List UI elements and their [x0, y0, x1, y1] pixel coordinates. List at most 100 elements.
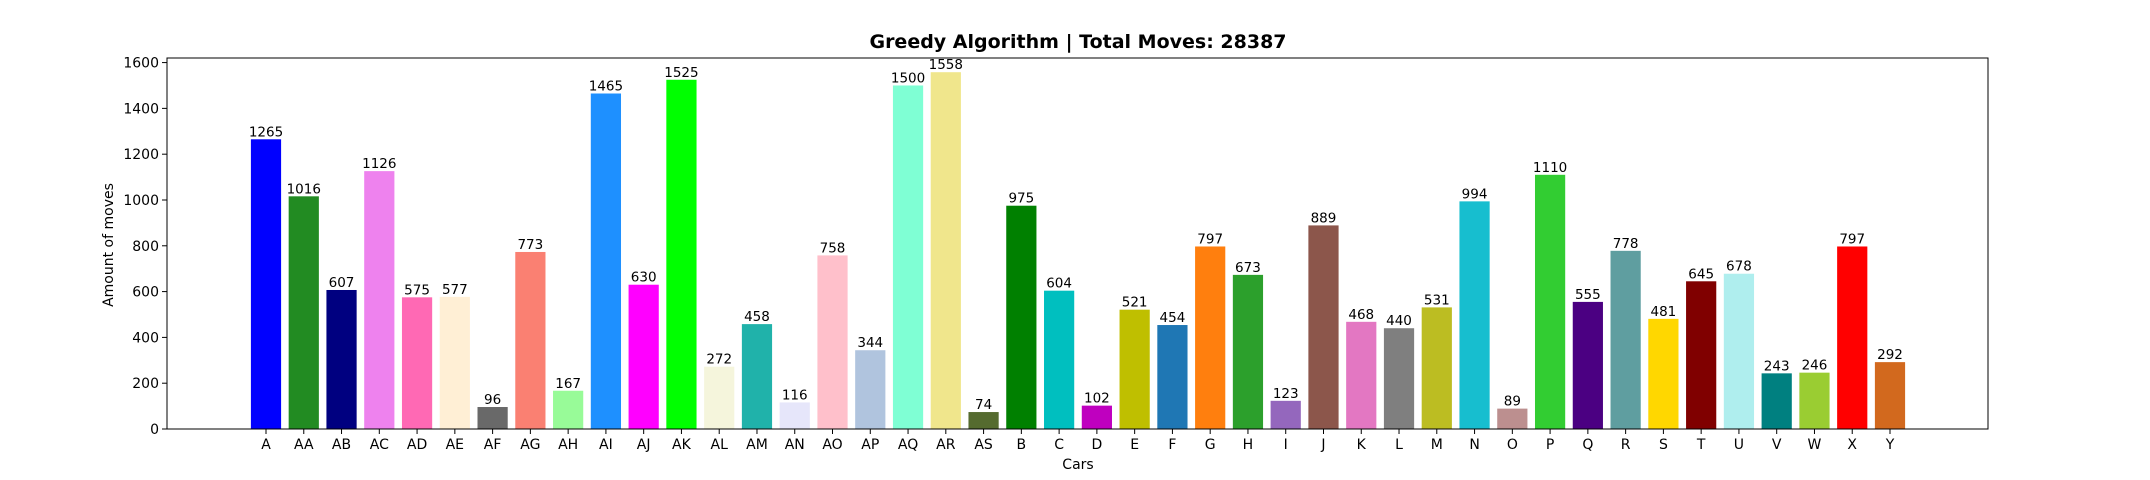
bar-d	[1081, 405, 1112, 429]
bar-ag	[515, 251, 546, 429]
data-label-ae: 577	[442, 282, 468, 298]
bar-y	[1874, 362, 1906, 429]
bar-b	[1006, 205, 1037, 429]
x-tick-label-n: N	[1469, 437, 1479, 453]
bar-c	[1044, 290, 1075, 429]
bar-i	[1270, 400, 1301, 429]
bar-a	[250, 139, 282, 430]
bar-ac	[364, 171, 395, 429]
x-tick-label-t: T	[1696, 437, 1706, 453]
x-tick-label-y: Y	[1885, 437, 1895, 453]
bar-m	[1421, 307, 1452, 429]
x-tick-label-m: M	[1431, 437, 1443, 453]
data-label-n: 994	[1462, 186, 1488, 202]
data-label-aq: 1500	[891, 70, 925, 86]
data-label-aj: 630	[631, 270, 657, 286]
data-label-ah: 167	[555, 376, 581, 392]
bar-aq	[892, 85, 924, 429]
bar-as	[968, 412, 999, 429]
data-label-e: 521	[1122, 295, 1148, 311]
data-label-q: 555	[1575, 287, 1601, 303]
y-axis-title: Amount of moves	[101, 183, 117, 307]
chart-title: Greedy Algorithm | Total Moves: 28387	[869, 31, 1286, 53]
bar-x	[1837, 246, 1868, 429]
x-tick-label-ad: AD	[407, 437, 427, 453]
bar-ad	[401, 297, 433, 429]
x-tick-label-ae: AE	[446, 437, 464, 453]
data-label-h: 673	[1235, 260, 1261, 276]
data-label-ak: 1525	[664, 65, 698, 81]
x-tick-label-o: O	[1507, 437, 1518, 453]
plot-frame	[166, 57, 1989, 430]
x-tick-label-r: R	[1621, 437, 1631, 453]
bar-n	[1459, 201, 1490, 429]
x-tick-label-d: D	[1091, 437, 1102, 453]
y-tick-label: 400	[132, 330, 159, 346]
data-label-am: 458	[744, 309, 770, 325]
x-tick-label-ag: AG	[520, 437, 540, 453]
data-label-x: 797	[1839, 231, 1865, 247]
x-tick-label-q: Q	[1582, 437, 1593, 453]
bar-ao	[817, 255, 848, 429]
bar-an	[779, 402, 810, 429]
x-tick-label-ai: AI	[599, 437, 613, 453]
bar-al	[704, 366, 735, 429]
x-tick-label-ao: AO	[822, 437, 842, 453]
x-tick-label-as: AS	[974, 437, 993, 453]
data-label-ao: 758	[820, 240, 846, 256]
data-label-a: 1265	[249, 124, 283, 140]
bar-ak	[666, 79, 697, 429]
data-label-ac: 1126	[362, 156, 396, 172]
data-label-y: 292	[1877, 347, 1903, 363]
x-tick-label-p: P	[1546, 437, 1554, 453]
x-tick-label-aa: AA	[294, 437, 314, 453]
data-label-an: 116	[782, 387, 808, 403]
bar-q	[1572, 301, 1603, 429]
bar-ai	[590, 93, 622, 429]
x-tick-label-b: B	[1017, 437, 1027, 453]
x-tick-label-al: AL	[711, 437, 729, 453]
data-label-aa: 1016	[287, 181, 321, 197]
y-tick-label: 1400	[123, 101, 159, 117]
x-tick-label-ab: AB	[332, 437, 351, 453]
data-label-b: 975	[1008, 191, 1034, 207]
x-tick-label-e: E	[1130, 437, 1139, 453]
bar-w	[1799, 372, 1830, 429]
x-tick-label-w: W	[1808, 437, 1822, 453]
y-tick-label: 1600	[123, 56, 159, 72]
bar-ar	[930, 72, 961, 429]
x-tick-label-u: U	[1734, 437, 1744, 453]
x-tick-label-ar: AR	[936, 437, 956, 453]
y-tick-label: 1200	[123, 147, 159, 163]
x-tick-label-ac: AC	[370, 437, 389, 453]
x-tick-label-af: AF	[484, 437, 502, 453]
data-label-ab: 607	[329, 275, 355, 291]
data-label-as: 74	[975, 397, 992, 413]
data-label-ap: 344	[857, 335, 883, 351]
x-tick-label-ak: AK	[672, 437, 692, 453]
bar-ae	[439, 296, 470, 429]
data-label-u: 678	[1726, 259, 1752, 275]
bar-t	[1686, 281, 1717, 429]
bar-ap	[855, 350, 886, 429]
x-tick-label-j: J	[1320, 437, 1325, 453]
x-tick-label-k: K	[1357, 437, 1367, 453]
bar-ab	[326, 289, 357, 429]
y-tick-label: 0	[150, 422, 159, 438]
data-label-ar: 1558	[929, 57, 963, 73]
data-label-v: 243	[1764, 358, 1790, 374]
bar-r	[1610, 250, 1641, 429]
x-tick-label-am: AM	[746, 437, 768, 453]
data-label-k: 468	[1348, 307, 1374, 323]
x-tick-label-ap: AP	[861, 437, 879, 453]
x-tick-label-aq: AQ	[898, 437, 918, 453]
bar-am	[741, 324, 773, 429]
y-tick-label: 800	[132, 239, 159, 255]
data-label-al: 272	[706, 352, 732, 368]
data-label-c: 604	[1046, 276, 1072, 292]
x-tick-label-g: G	[1205, 437, 1216, 453]
bar-f	[1157, 325, 1188, 429]
bar-k	[1346, 321, 1377, 429]
data-label-t: 645	[1688, 266, 1714, 282]
